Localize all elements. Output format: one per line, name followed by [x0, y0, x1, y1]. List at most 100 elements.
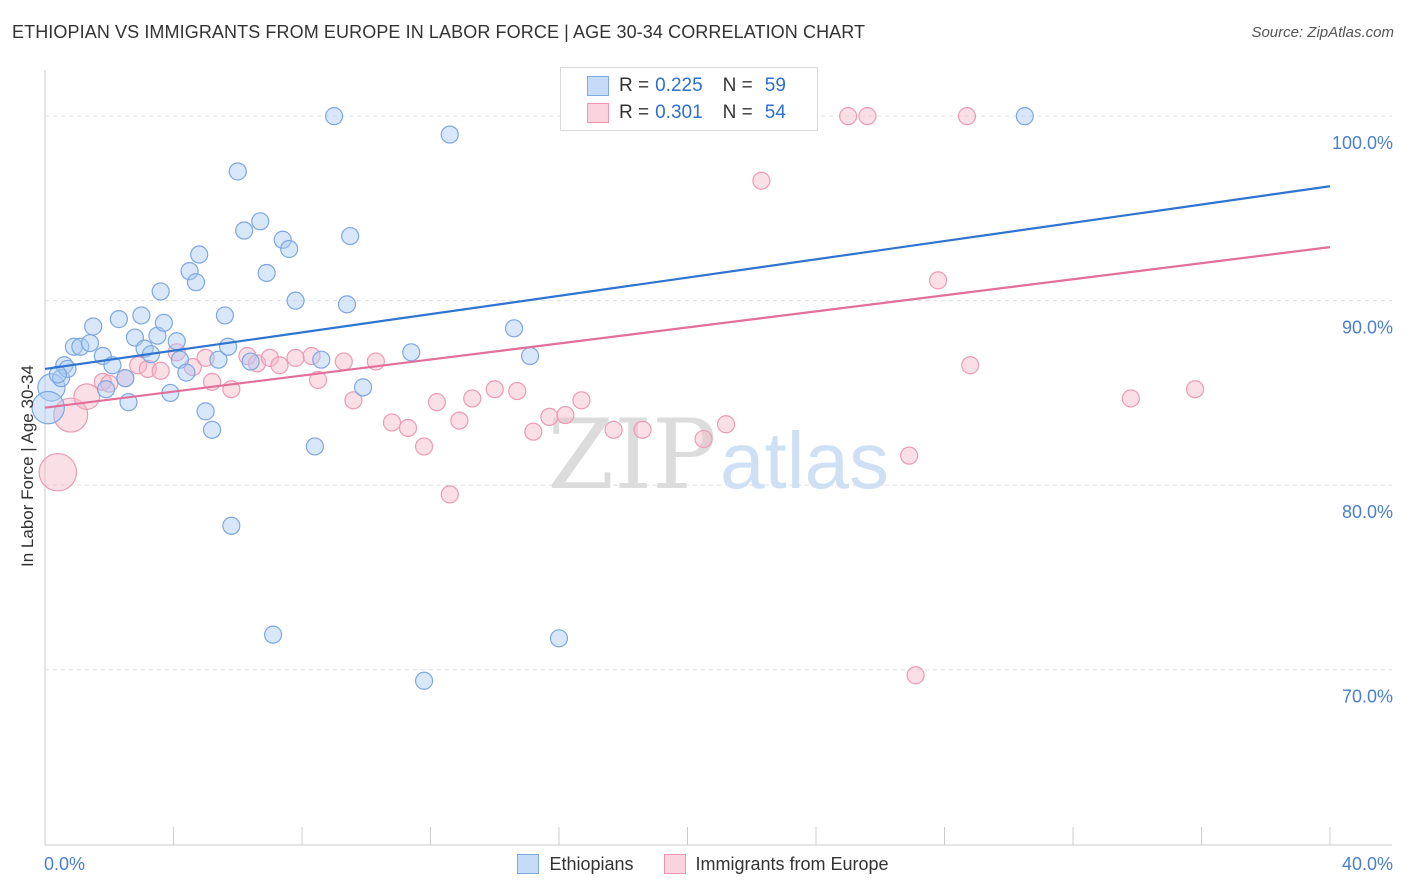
point-europe: [716, 415, 736, 434]
n-value: 54: [764, 102, 786, 123]
legend-swatch-europe: [587, 103, 609, 123]
point-europe: [858, 107, 877, 126]
legend-item-ethiopians: Ethiopians: [517, 853, 634, 875]
point-europe: [100, 374, 119, 393]
watermark-atlas: atlas: [720, 416, 889, 505]
point-europe: [286, 348, 305, 367]
point-europe: [270, 356, 289, 375]
point-ethiopian: [186, 273, 206, 292]
point-europe: [556, 405, 575, 425]
trend-line-ethiopians: [44, 185, 1331, 371]
point-ethiopian: [273, 230, 292, 249]
point-ethiopian: [151, 282, 170, 301]
point-europe: [900, 446, 919, 465]
point-ethiopian: [196, 402, 215, 421]
point-ethiopian: [337, 295, 357, 314]
point-ethiopian: [154, 313, 173, 332]
watermark-zip: ZIP: [547, 399, 716, 511]
tick-labels: 100.0% 90.0% 80.0% 70.0% 0.0% 40.0%: [44, 133, 1393, 874]
point-europe: [961, 356, 980, 375]
point-ethiopian: [96, 380, 116, 399]
point-europe: [694, 429, 713, 449]
legend-row-ethiopians: R = 0.225 N = 59: [587, 74, 786, 98]
point-ethiopian: [263, 625, 283, 644]
point-ethiopian: [241, 352, 260, 371]
point-europe: [260, 348, 279, 367]
point-ethiopian: [71, 337, 90, 356]
r-value: 0.225: [655, 75, 703, 96]
point-europe: [382, 413, 402, 432]
point-ethiopian: [353, 378, 373, 397]
point-ethiopian: [549, 629, 569, 648]
point-europe: [540, 407, 559, 427]
point-ethiopian: [414, 671, 434, 690]
legend-swatch-ethiopians: [587, 76, 609, 96]
point-europe: [308, 370, 328, 390]
point-europe: [38, 452, 78, 492]
point-ethiopian: [116, 369, 135, 388]
point-ethiopian: [504, 319, 524, 338]
point-ethiopian: [109, 310, 128, 329]
point-europe: [463, 389, 482, 408]
point-ethiopian: [132, 306, 151, 325]
point-europe: [928, 271, 948, 290]
point-europe: [344, 391, 363, 410]
source-label: Source: ZipAtlas.com: [1251, 24, 1394, 41]
x-tick-label-min: 0.0%: [44, 854, 85, 874]
point-europe: [752, 171, 771, 190]
r-value: 0.301: [655, 102, 703, 123]
point-ethiopian: [251, 212, 270, 231]
point-ethiopian: [325, 107, 344, 126]
point-europe: [957, 107, 977, 126]
point-ethiopian: [84, 317, 103, 336]
chart-title: ETHIOPIAN VS IMMIGRANTS FROM EUROPE IN L…: [12, 22, 866, 42]
point-europe: [524, 422, 543, 441]
legend-label-europe: Immigrants from Europe: [695, 853, 889, 874]
point-ethiopian: [215, 306, 234, 325]
point-europe: [839, 107, 858, 126]
point-europe: [334, 352, 353, 371]
point-europe: [485, 380, 504, 399]
point-europe: [238, 346, 257, 366]
legend-swatch-ethiopians: [517, 854, 540, 874]
point-europe: [508, 381, 527, 401]
point-europe: [302, 346, 321, 366]
point-ethiopian: [190, 245, 209, 264]
point-ethiopian: [177, 363, 196, 382]
n-value: 59: [764, 75, 786, 96]
y-axis-label: In Labor Force | Age 30-34: [18, 365, 37, 567]
legend-row-europe: R = 0.301 N = 54: [587, 101, 786, 125]
point-ethiopian: [228, 162, 247, 181]
point-ethiopian: [209, 350, 228, 369]
point-ethiopian: [312, 350, 331, 369]
point-ethiopian: [80, 333, 100, 353]
legend-label-ethiopians: Ethiopians: [549, 853, 634, 874]
watermark: ZIP atlas: [547, 399, 889, 511]
point-europe: [633, 420, 652, 439]
point-europe: [427, 393, 447, 412]
series-legend: Ethiopians Immigrants from Europe: [0, 852, 1406, 876]
point-ethiopian: [180, 262, 199, 281]
point-ethiopian: [440, 125, 459, 144]
point-ethiopian: [402, 343, 421, 362]
point-ethiopian: [219, 337, 238, 356]
y-tick-label: 80.0%: [1342, 502, 1393, 522]
y-tick-label: 70.0%: [1342, 687, 1393, 707]
point-europe: [604, 420, 623, 439]
point-ethiopian: [48, 365, 67, 384]
correlation-legend: R = 0.225 N = 59 R = 0.301 N = 54: [560, 67, 818, 131]
axes: [44, 70, 1392, 846]
point-ethiopian: [1015, 107, 1034, 126]
n-label: N =: [722, 75, 753, 96]
point-europe: [398, 418, 418, 438]
point-europe: [572, 391, 591, 410]
point-ethiopian: [222, 516, 241, 535]
point-europe: [906, 666, 925, 685]
point-ethiopian: [235, 221, 254, 240]
point-europe: [440, 485, 459, 504]
y-tick-label: 90.0%: [1342, 318, 1393, 338]
legend-swatch-europe: [663, 854, 686, 874]
point-ethiopian: [167, 332, 186, 351]
point-europe: [414, 437, 434, 456]
